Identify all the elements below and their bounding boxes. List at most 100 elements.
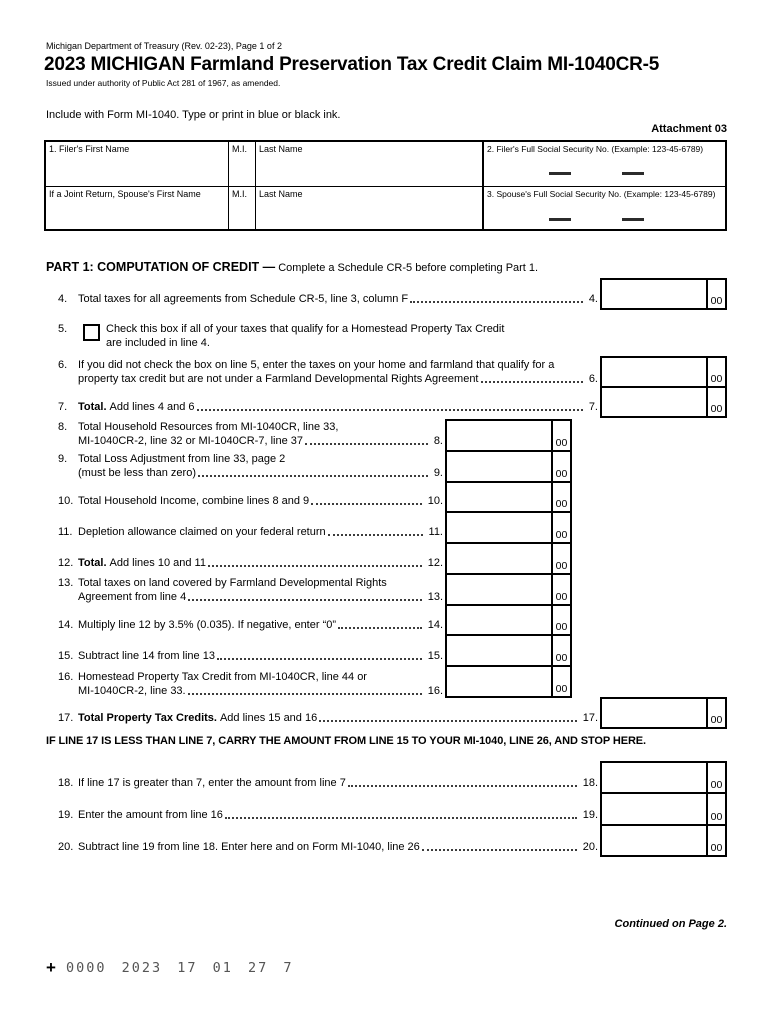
lines-18-20-amount-stack: 00 00 00: [600, 761, 727, 857]
line-18-amount-input[interactable]: [602, 763, 706, 792]
line-16-label-1: Homestead Property Tax Credit from MI-10…: [78, 671, 367, 683]
line-11-amount-row: 00: [447, 513, 570, 545]
dotted-leader: [188, 599, 422, 601]
ssn-dash: [622, 218, 644, 221]
last-name-label: Last Name: [259, 189, 303, 199]
line-16-amount-row: 00: [447, 667, 570, 697]
line-20-cents: 00: [706, 825, 725, 855]
line-20-number: 20.: [58, 841, 74, 853]
line-8-cents: 00: [551, 421, 570, 450]
line-18-box-number: 18.: [582, 777, 598, 789]
line-10-box-number: 10.: [427, 495, 443, 507]
line-13-label-2: Agreement from line 4: [78, 591, 187, 603]
form-code: 0000 2023 17 01 27 7: [65, 959, 294, 976]
line-20-amount-input[interactable]: [602, 826, 706, 855]
line-8-box-number: 8.: [433, 435, 443, 447]
line-15-label: Subtract line 14 from line 13: [78, 650, 215, 662]
line-8-amount-input[interactable]: [447, 421, 551, 450]
line-8-label-2: MI-1040CR-2, line 32 or MI-1040CR-7, lin…: [78, 435, 303, 447]
part1-heading-rest: Complete a Schedule CR-5 before completi…: [278, 262, 539, 274]
line-15-amount-row: 00: [447, 636, 570, 668]
line-6-number: 6.: [58, 359, 68, 371]
line-19-cents: 00: [706, 794, 725, 824]
line-7-label: Add lines 4 and 6: [109, 401, 195, 413]
line-18-cents: 00: [706, 763, 725, 793]
line-18-amount-row: 00: [602, 763, 725, 795]
line-14-amount-input[interactable]: [447, 606, 551, 635]
filer-ssn-field[interactable]: 2. Filer's Full Social Security No. (Exa…: [482, 142, 725, 187]
spouse-ssn-field[interactable]: 3. Spouse's Full Social Security No. (Ex…: [482, 187, 725, 231]
line-14-number: 14.: [58, 619, 74, 631]
line-19-number: 19.: [58, 809, 74, 821]
line-12: 12. Total. Add lines 10 and 11 12.: [58, 556, 443, 570]
line-19-amount-input[interactable]: [602, 794, 706, 823]
line-11-cents: 00: [551, 513, 570, 543]
line-17-label-bold: Total Property Tax Credits.: [78, 712, 217, 724]
line-18-number: 18.: [58, 777, 74, 789]
line-4-amount-input[interactable]: [602, 280, 706, 308]
line-14-cents: 00: [551, 605, 570, 635]
identification-table: 1. Filer's First Name M.I. Last Name 2. …: [44, 140, 727, 231]
line-17-box-number: 17.: [582, 712, 598, 724]
line-6: 6. If you did not check the box on line …: [58, 358, 598, 386]
dotted-leader: [319, 720, 577, 722]
spouse-last-name-field[interactable]: Last Name: [256, 187, 482, 231]
line-4-cents: 00: [706, 280, 725, 308]
line-10-amount-input[interactable]: [447, 483, 551, 512]
filer-ssn-label: 2. Filer's Full Social Security No. (Exa…: [487, 144, 704, 154]
line-17: 17. Total Property Tax Credits. Add line…: [58, 711, 598, 725]
dotted-leader: [311, 503, 422, 505]
dotted-leader: [207, 565, 422, 567]
line-6-amount-input[interactable]: [602, 358, 706, 386]
line-14-amount-row: 00: [447, 605, 570, 637]
ssn-dash: [549, 218, 571, 221]
line-14-label: Multiply line 12 by 3.5% (0.035). If neg…: [78, 619, 337, 631]
line-5-number: 5.: [58, 323, 68, 335]
line-10-label: Total Household Income, combine lines 8 …: [78, 495, 310, 507]
line-17-amount-input[interactable]: [602, 699, 706, 727]
line-12-label-bold: Total.: [78, 557, 107, 569]
ssn-dash: [622, 172, 644, 175]
line-4-number: 4.: [58, 293, 68, 305]
line-12-cents: 00: [551, 544, 570, 573]
line-5-label-2: are included in line 4.: [106, 337, 210, 349]
line-7-label-bold: Total.: [78, 401, 107, 413]
line-11-amount-input[interactable]: [447, 513, 551, 542]
spouse-first-name-field[interactable]: If a Joint Return, Spouse's First Name: [46, 187, 229, 231]
dotted-leader: [327, 534, 423, 536]
line-12-amount-input[interactable]: [447, 544, 551, 573]
spouse-mi-field[interactable]: M.I.: [229, 187, 256, 231]
filer-last-name-field[interactable]: Last Name: [256, 142, 482, 187]
line-13-amount-row: 00: [447, 574, 570, 606]
line-9-amount-input[interactable]: [447, 452, 551, 481]
line-11-number: 11.: [58, 526, 73, 538]
mi-label: M.I.: [232, 144, 247, 154]
line-17-number: 17.: [58, 712, 74, 724]
include-instruction: Include with Form MI-1040. Type or print…: [46, 109, 341, 121]
plus-mark: +: [46, 958, 56, 977]
dotted-leader: [421, 849, 577, 851]
line-12-number: 12.: [58, 557, 74, 569]
line-13-number: 13.: [58, 577, 74, 589]
line-4-box-number: 4.: [588, 293, 598, 305]
spouse-ssn-label: 3. Spouse's Full Social Security No. (Ex…: [487, 189, 716, 199]
line-6-cents: 00: [706, 358, 725, 386]
dotted-leader: [224, 817, 577, 819]
filer-first-name-field[interactable]: 1. Filer's First Name: [46, 142, 229, 187]
filer-mi-field[interactable]: M.I.: [229, 142, 256, 187]
line-13-amount-input[interactable]: [447, 575, 551, 604]
line-12-box-number: 12.: [427, 557, 443, 569]
line-15-amount-input[interactable]: [447, 636, 551, 665]
line-16-amount-input[interactable]: [447, 667, 551, 696]
line-7-amount-input[interactable]: [602, 388, 706, 416]
line-19: 19. Enter the amount from line 16 19.: [58, 808, 598, 822]
last-name-label: Last Name: [259, 144, 303, 154]
line-5-label-1: Check this box if all of your taxes that…: [106, 323, 505, 335]
line-14-box-number: 14.: [427, 619, 443, 631]
continued-note: Continued on Page 2.: [614, 918, 727, 930]
line-20-label: Subtract line 19 from line 18. Enter her…: [78, 841, 420, 853]
line-5-checkbox[interactable]: [83, 324, 100, 341]
line-15-number: 15.: [58, 650, 74, 662]
line-11-box-number: 11.: [428, 526, 443, 538]
line-13: 13. Total taxes on land covered by Farml…: [58, 576, 443, 604]
